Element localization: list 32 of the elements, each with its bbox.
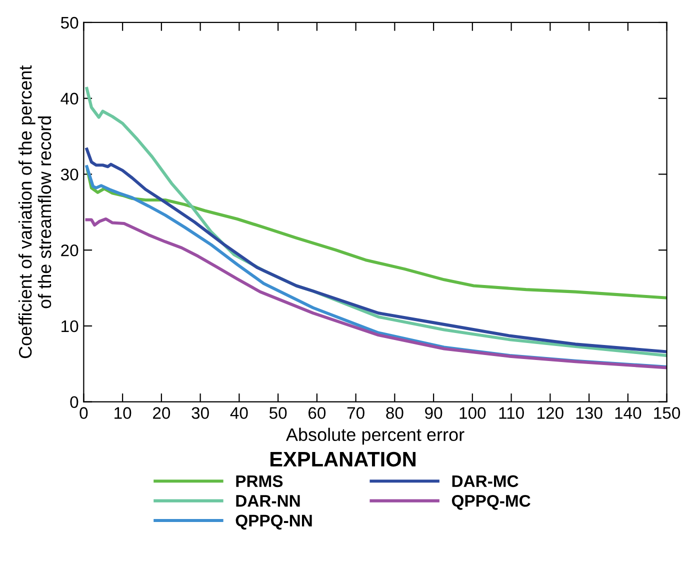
x-tick-label: 140	[615, 407, 642, 419]
legend-label: QPPQ-MC	[452, 494, 530, 510]
x-tick-label: 70	[347, 407, 364, 419]
legend-label: QPPQ-NN	[236, 514, 312, 530]
x-tick-label: 20	[153, 407, 170, 419]
x-tick-label: 10	[114, 407, 132, 419]
x-tick-label: 100	[460, 407, 486, 419]
legend-title: EXPLANATION	[270, 452, 416, 467]
line-series	[85, 217, 667, 370]
x-tick-label: 90	[425, 407, 442, 419]
x-axis-title: Absolute percent error	[286, 428, 464, 445]
legend-label: PRMS	[236, 475, 283, 488]
legend-label: DAR-MC	[452, 475, 518, 488]
x-tick-label: 50	[269, 407, 287, 419]
line-series	[86, 168, 667, 300]
y-tick-label: 10	[62, 320, 78, 332]
y-axis-title: Coefficient of variation of the percent of the streamflow record	[18, 65, 52, 358]
x-tick-label: 130	[576, 407, 602, 419]
x-tick-label: 40	[230, 407, 248, 419]
x-tick-label: 120	[538, 407, 564, 419]
x-tick-label: 150	[654, 407, 680, 419]
legend-label: DAR-NN	[236, 495, 300, 507]
y-tick-label: 0	[70, 396, 78, 408]
y-tick-label: 50	[60, 16, 78, 29]
x-tick-label: 110	[499, 407, 524, 419]
x-tick-label: 60	[308, 407, 326, 419]
y-tick-label: 20	[61, 244, 78, 256]
y-tick-label: 30	[60, 168, 78, 180]
x-tick-label: 30	[192, 407, 209, 419]
y-tick-label: 40	[60, 92, 78, 105]
x-tick-label: 80	[386, 407, 404, 419]
x-tick-label: 0	[80, 407, 88, 419]
